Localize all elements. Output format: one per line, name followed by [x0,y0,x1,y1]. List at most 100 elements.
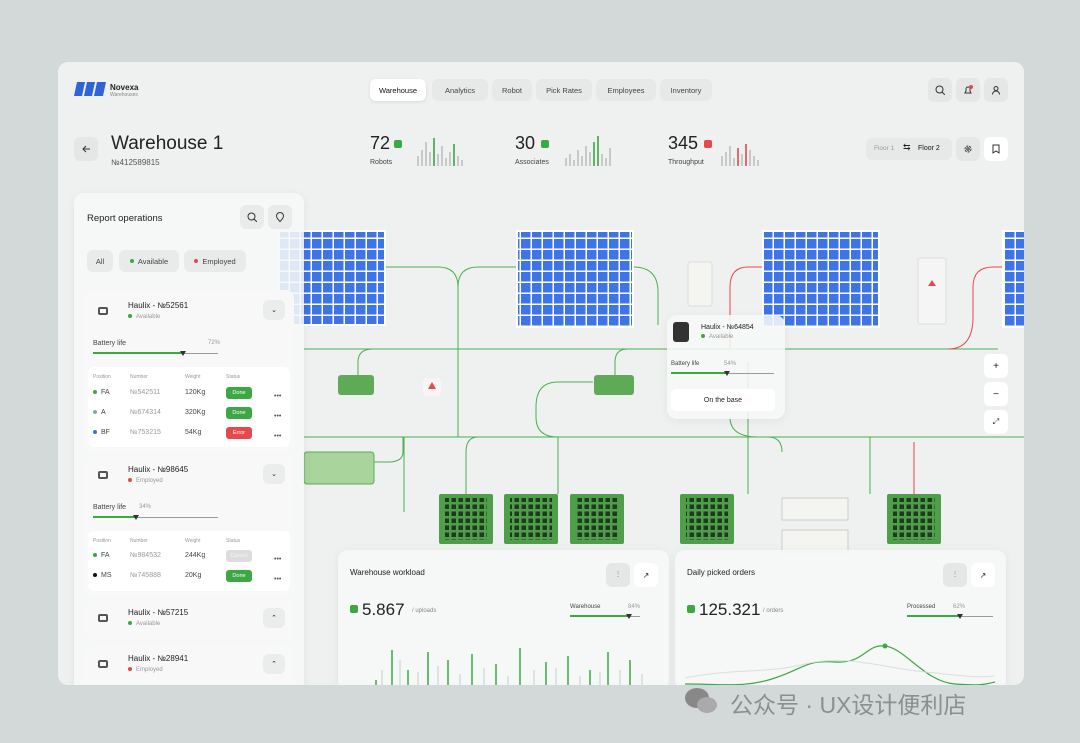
robot-status: Employed [136,667,163,673]
floor-switcher[interactable] [866,138,952,160]
filter-chip[interactable]: Employed [184,250,246,272]
cell: FA [101,552,110,559]
floor-option[interactable]: Floor 1 [874,145,895,152]
robot-card[interactable] [84,600,294,640]
battery-fill [671,372,727,374]
robot-name: Haulix - №52561 [128,301,189,310]
cell: №984532 [130,552,161,559]
open-button[interactable]: ↗ [634,563,658,587]
stat-label: Associates [515,159,549,166]
search-button[interactable] [928,78,952,102]
status-chip: Cancel [226,550,252,562]
row-menus[interactable]: ••• ••• ••• [274,393,282,440]
collapse-toggle[interactable]: ⌄ [263,464,285,484]
battery-value: 54% [724,361,737,367]
battery-fill [93,516,136,518]
brand-name: Novexa [110,83,139,92]
cell: 20Kg [185,572,202,579]
line-chart [685,643,995,685]
sparklines [417,136,759,166]
nav-tab[interactable]: Employees [596,79,656,101]
card-unit: / orders [763,608,784,614]
filter-text: Available [137,256,169,266]
slider-knob[interactable] [625,614,632,619]
trend-up [541,140,549,148]
robot-status: Available [136,314,161,320]
workload-card: Warehouse workload ⫶ ↗ 5.867 / uploads W… [338,550,669,685]
trend-up [350,605,358,613]
robot-icon [98,660,108,668]
battery-label: Battery life [93,504,127,511]
column-header: Position [93,374,111,380]
stat-label: Throughput [668,159,704,166]
open-button[interactable]: ↗ [971,563,995,587]
robot-name: Haulix - №64854 [701,324,754,331]
robot-status: Available [136,621,161,627]
search-button[interactable] [240,205,264,229]
card-title: Daily picked orders [687,568,756,577]
fullscreen[interactable]: ⤢ [984,410,1008,434]
column-header: Status [226,538,241,544]
filter-chip[interactable]: All [87,250,113,272]
nav-tab[interactable]: Robot [492,79,532,101]
settings-button[interactable] [956,137,980,161]
meter-fill [907,615,961,617]
status-chip: Error [226,427,252,439]
collapse-toggle[interactable]: ⌄ [263,300,285,320]
card-unit: / uploads [412,608,437,614]
battery-track [93,351,218,356]
cell: 320Kg [185,409,206,416]
filter-text: Employed [202,256,236,266]
nav-tab[interactable]: Warehouse [370,79,426,101]
robot-name: Haulix - №57215 [128,608,189,617]
trend-up [394,140,402,148]
logo-mark [74,82,106,96]
battery-label: Battery life [93,340,127,347]
filter-chip[interactable]: Available [119,250,179,272]
profile-button[interactable] [984,78,1008,102]
slider-knob[interactable] [723,371,730,376]
cell: №753215 [130,429,161,436]
battery-value: 34% [139,504,152,510]
back-button[interactable] [74,137,98,161]
nav-tab[interactable]: Inventory [660,79,712,101]
card-value: 125.321 [699,600,761,619]
slider-knob[interactable] [957,614,964,619]
cell: 244Kg [185,552,206,559]
slider-knob[interactable] [180,351,186,356]
orders-card: Daily picked orders ⫶ ↗ 125.321 / orders… [675,550,1006,685]
action-button[interactable]: On the base [671,389,775,411]
location-button[interactable] [268,205,292,229]
robot-name: Haulix - №98645 [128,465,189,474]
filter-button[interactable]: ⫶ [606,563,630,587]
cell: 120Kg [185,389,206,396]
nav-tab[interactable]: Analytics [432,79,488,101]
battery-label: Battery life [671,361,700,367]
cell: BF [101,429,110,436]
cell: №674314 [130,409,161,416]
card-title: Warehouse workload [350,568,425,577]
meter-label: Warehouse [570,604,601,610]
column-header: Weight [185,538,201,544]
floor-option[interactable]: Floor 2 [918,145,940,152]
status-chip: Done [226,570,252,582]
zoom-out[interactable]: − [984,382,1008,406]
expand-toggle[interactable]: ⌃ [263,654,285,674]
robot-icon [98,614,108,622]
nav-tab[interactable]: Pick Rates [536,79,592,101]
notifications-button[interactable] [956,78,980,102]
cell: 54Kg [185,429,202,436]
expand-toggle[interactable]: ⌃ [263,608,285,628]
filter-button[interactable]: ⫶ [943,563,967,587]
zoom-in[interactable]: + [984,354,1008,378]
bookmark-button[interactable] [984,137,1008,161]
floor-map [278,230,1024,553]
stat-value: 345 [668,133,699,153]
cell: №542511 [130,389,161,396]
cell: MS [101,572,112,579]
slider-knob[interactable] [132,515,139,520]
robot-card[interactable] [84,646,294,685]
column-header: Weight [185,374,201,380]
row-menus[interactable]: ••• ••• [274,556,282,583]
meter-value: 84% [628,604,641,610]
